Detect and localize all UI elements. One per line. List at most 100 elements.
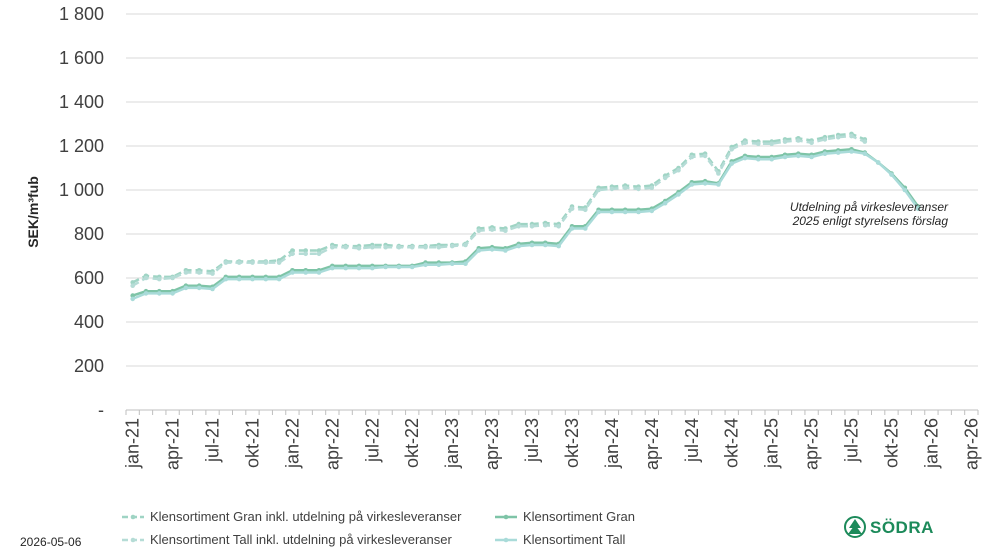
y-tick-label: 800 [74, 224, 104, 244]
data-point [409, 264, 415, 270]
data-point [489, 227, 495, 232]
x-tick-label: jul-21 [203, 418, 223, 463]
data-point [543, 222, 548, 228]
data-point [809, 154, 814, 160]
data-point [449, 243, 455, 249]
data-point [383, 264, 388, 270]
legend: Klensortiment Gran inkl. utdelning på vi… [122, 509, 635, 547]
data-point [276, 260, 282, 265]
data-point [649, 208, 655, 214]
data-point [316, 251, 322, 257]
data-point [689, 182, 695, 187]
data-point [622, 209, 628, 215]
y-tick-label: 1 800 [59, 4, 104, 24]
data-point [809, 140, 814, 145]
series-3 [130, 133, 868, 289]
data-point [609, 186, 615, 192]
data-point [303, 251, 309, 257]
series-1-line [132, 132, 866, 284]
data-point [436, 244, 442, 250]
data-point [276, 276, 282, 282]
x-tick-label: jul-23 [522, 418, 542, 463]
legend-item: Klensortiment Gran inkl. utdelning på vi… [122, 509, 462, 524]
data-point [383, 244, 388, 250]
data-point [729, 161, 734, 166]
legend-label: Klensortiment Gran inkl. utdelning på vi… [150, 509, 462, 524]
sodra-logo-icon [844, 516, 866, 538]
data-point [596, 187, 601, 193]
data-point [130, 280, 135, 285]
data-point [556, 224, 561, 229]
data-point [503, 228, 508, 233]
data-point [463, 242, 468, 248]
data-point [516, 224, 521, 229]
x-tick-label: okt-21 [242, 418, 262, 468]
sodra-logo-tree-icon [848, 519, 862, 534]
data-point [636, 186, 641, 192]
y-tick-label: 400 [74, 312, 104, 332]
data-point [849, 149, 854, 154]
series-3-line [132, 134, 866, 287]
series-group [130, 131, 921, 302]
series-4 [130, 149, 921, 302]
x-tick-label: okt-22 [402, 418, 422, 468]
data-point [835, 150, 841, 155]
y-axis-label: SEK/m³fub [25, 176, 41, 248]
x-tick-label: jul-22 [362, 418, 382, 463]
data-point [196, 270, 202, 275]
data-point [210, 286, 215, 292]
annotation-line-2: 2025 enligt styrelsens förslag [792, 214, 949, 228]
data-point [183, 285, 189, 291]
x-tick-label: apr-23 [482, 418, 502, 470]
data-point [463, 261, 468, 267]
data-point [756, 141, 761, 147]
data-point [236, 260, 242, 265]
data-point [196, 285, 202, 291]
data-point [569, 226, 575, 231]
data-point [782, 139, 788, 144]
y-axis-ticks: - 200 400 600 800 1 000 1 200 1 400 1 600 1 800 [59, 4, 104, 420]
data-point [716, 182, 721, 187]
data-point [662, 200, 668, 206]
data-point [716, 171, 721, 176]
data-point [170, 275, 175, 281]
data-point [862, 139, 868, 144]
x-tick-label: jul-24 [682, 418, 702, 463]
data-point [902, 187, 908, 193]
x-tick-label: jan-22 [282, 418, 302, 469]
data-point [676, 167, 681, 173]
annotation-line-1: Utdelning på virkesleveranser [790, 200, 949, 214]
data-point [609, 209, 615, 215]
data-point [676, 192, 681, 197]
y-tick-label: 1 000 [59, 180, 104, 200]
data-point [303, 248, 309, 253]
data-point [822, 151, 828, 156]
data-point [423, 262, 428, 268]
data-point [822, 137, 828, 142]
data-point [516, 243, 521, 249]
data-point [756, 156, 761, 162]
legend-label: Klensortiment Tall [523, 532, 625, 547]
data-point [263, 276, 269, 282]
y-tick-label: 600 [74, 268, 104, 288]
data-point [343, 265, 349, 271]
data-point [343, 244, 349, 250]
data-point [396, 264, 402, 270]
data-point [782, 154, 788, 160]
y-tick-label: - [98, 400, 104, 420]
data-point [742, 155, 748, 161]
legend-label: Klensortiment Tall inkl. utdelning på vi… [150, 532, 452, 547]
legend-marker [130, 514, 136, 520]
data-point [370, 265, 375, 271]
data-point [290, 248, 295, 253]
x-tick-label: okt-24 [722, 418, 742, 468]
x-tick-label: okt-25 [881, 418, 901, 468]
legend-item: Klensortiment Tall inkl. utdelning på vi… [122, 532, 452, 547]
data-point [330, 265, 335, 271]
data-point [742, 140, 748, 145]
data-point [503, 248, 508, 253]
x-tick-label: apr-21 [163, 418, 183, 470]
data-point [316, 270, 322, 275]
data-point [356, 265, 362, 271]
